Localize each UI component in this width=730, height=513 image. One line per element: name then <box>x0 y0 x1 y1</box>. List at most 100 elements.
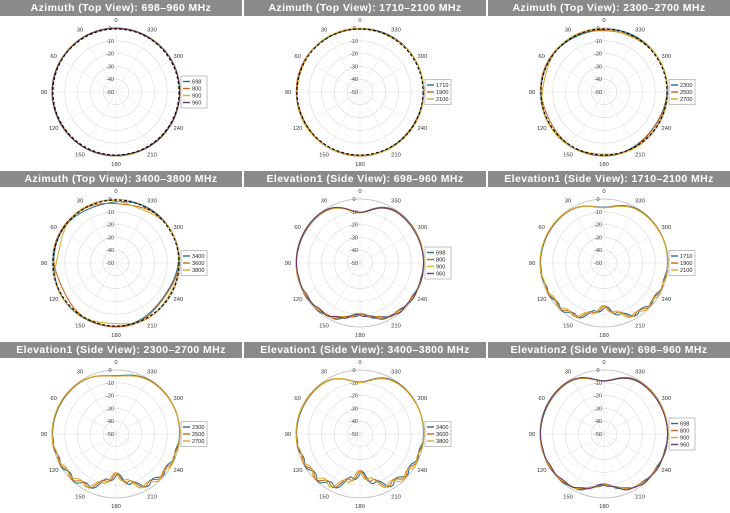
grid-spoke <box>60 230 117 264</box>
radial-label: -40 <box>594 77 602 83</box>
radial-label: -50 <box>594 90 602 96</box>
angle-label: 150 <box>563 323 573 329</box>
grid-spoke <box>571 262 605 319</box>
grid-spoke <box>603 378 637 435</box>
grid-spoke <box>60 401 117 435</box>
grid-spoke <box>548 433 605 467</box>
grid-spoke <box>83 433 117 490</box>
legend-label: 3600 <box>192 261 204 267</box>
grid-spoke <box>304 91 361 125</box>
legend-label: 900 <box>680 436 689 442</box>
grid-spoke <box>359 433 393 490</box>
angle-label: 210 <box>391 323 401 329</box>
grid-spoke <box>60 433 117 467</box>
legend-label: 2100 <box>680 268 692 274</box>
grid-spoke <box>327 378 361 435</box>
radial-label: -30 <box>350 64 358 70</box>
grid-spoke <box>548 230 605 264</box>
chart-title: Elevation1 (Side View): 2300–2700 MHz <box>0 342 242 358</box>
angle-label: 180 <box>599 333 609 339</box>
angle-label: 90 <box>529 90 535 96</box>
grid-spoke <box>359 230 416 264</box>
grid-spoke <box>359 262 393 319</box>
radial-label: -10 <box>106 210 114 216</box>
angle-label: 90 <box>529 432 535 438</box>
grid-spoke <box>603 262 637 319</box>
legend-label: 3800 <box>192 268 204 274</box>
radial-label: 0 <box>596 197 599 203</box>
grid-spoke <box>571 378 605 435</box>
radial-label: -40 <box>594 419 602 425</box>
angle-label: 60 <box>50 225 56 231</box>
radial-label: -30 <box>106 64 114 70</box>
radial-label: -10 <box>594 381 602 387</box>
angle-label: 180 <box>355 162 365 168</box>
angle-label: 210 <box>147 494 157 500</box>
grid-spoke <box>115 262 149 319</box>
grid-spoke <box>359 262 416 296</box>
radial-label: -40 <box>350 419 358 425</box>
angle-label: 210 <box>391 494 401 500</box>
grid-spoke <box>115 207 149 264</box>
angle-label: 150 <box>563 494 573 500</box>
radial-label: -10 <box>106 381 114 387</box>
radial-label: 0 <box>352 197 355 203</box>
grid-spoke <box>603 230 660 264</box>
angle-label: 30 <box>321 28 327 34</box>
grid-spoke <box>359 36 393 93</box>
radial-label: -10 <box>350 381 358 387</box>
legend-label: 2100 <box>436 97 448 103</box>
angle-label: 120 <box>49 468 59 474</box>
angle-label: 330 <box>147 28 157 34</box>
angle-label: 150 <box>319 152 329 158</box>
angle-label: 120 <box>293 126 303 132</box>
grid-spoke <box>304 262 361 296</box>
pattern-panel: Elevation1 (Side View): 3400–3800 MHz 0 30… <box>244 342 486 513</box>
polar-plot: 03060901201501802102402703003300-10-20-3… <box>41 189 208 339</box>
angle-label: 300 <box>174 225 184 231</box>
grid-spoke <box>83 262 117 319</box>
pattern-panel: Elevation1 (Side View): 698–960 MHz 0 30 60… <box>244 171 486 342</box>
angle-label: 210 <box>147 323 157 329</box>
angle-label: 120 <box>537 297 547 303</box>
radial-label: -20 <box>106 394 114 400</box>
polar-plot: 03060901201501802102402703003300-10-20-3… <box>285 189 452 339</box>
legend-label: 960 <box>192 101 201 107</box>
legend-label: 2700 <box>680 97 692 103</box>
grid-spoke <box>115 433 172 467</box>
reference-circle <box>540 28 668 156</box>
legend-label: 698 <box>192 80 201 86</box>
chart-title: Azimuth (Top View): 3400–3800 MHz <box>0 171 242 187</box>
pattern-panel: Azimuth (Top View): 698–960 MHz 0 30 60 90 12… <box>0 0 242 171</box>
radial-label: -20 <box>594 223 602 229</box>
radial-label: -20 <box>594 52 602 58</box>
grid-spoke <box>571 433 605 490</box>
legend-label: 1710 <box>680 254 692 260</box>
angle-label: 120 <box>49 297 59 303</box>
angle-label: 60 <box>294 396 300 402</box>
angle-label: 300 <box>418 54 428 60</box>
angle-label: 60 <box>50 54 56 60</box>
angle-label: 60 <box>538 396 544 402</box>
grid-spoke <box>60 262 117 296</box>
angle-label: 0 <box>358 18 361 24</box>
legend-label: 2700 <box>192 439 204 445</box>
grid-spoke <box>304 59 361 93</box>
pattern-panel: Elevation1 (Side View): 1710–2100 MHz 0 30… <box>488 171 730 342</box>
radial-label: -10 <box>594 210 602 216</box>
angle-label: 60 <box>538 225 544 231</box>
grid-spoke <box>359 401 416 435</box>
angle-label: 180 <box>111 504 121 510</box>
angle-label: 300 <box>418 396 428 402</box>
grid-spoke <box>571 207 605 264</box>
grid-spoke <box>115 59 172 93</box>
radial-label: -50 <box>350 90 358 96</box>
radial-label: -20 <box>106 223 114 229</box>
legend-label: 800 <box>680 429 689 435</box>
angle-label: 180 <box>355 333 365 339</box>
angle-label: 330 <box>635 199 645 205</box>
grid-spoke <box>327 207 361 264</box>
polar-plot: 03060901201501802102402703003300-10-20-3… <box>529 18 696 168</box>
angle-label: 60 <box>294 54 300 60</box>
legend-label: 1900 <box>436 90 448 96</box>
